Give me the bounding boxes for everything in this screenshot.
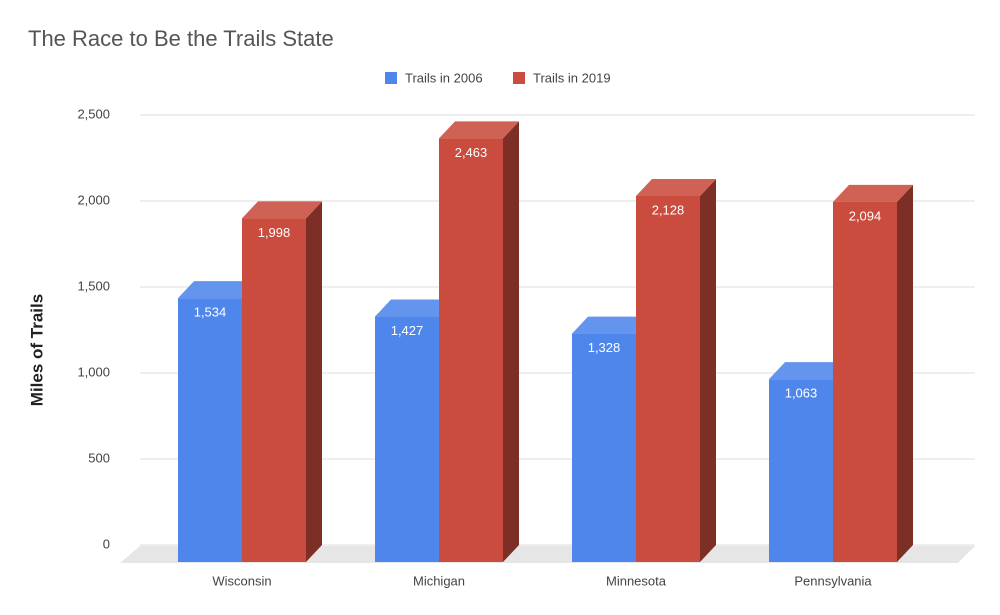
y-tick-label: 2,000 <box>77 192 110 207</box>
legend-swatch <box>513 72 525 84</box>
bar-side <box>700 178 716 562</box>
bar <box>572 333 636 562</box>
bar <box>833 201 897 562</box>
bar-top <box>636 178 716 196</box>
bar <box>178 298 242 562</box>
bar <box>242 218 306 562</box>
x-tick-label: Wisconsin <box>212 573 271 588</box>
bar <box>769 379 833 562</box>
chart-title: The Race to Be the Trails State <box>28 26 334 51</box>
bar <box>375 316 439 562</box>
bar-side <box>306 201 322 562</box>
bar-top <box>375 299 455 317</box>
data-label: 1,328 <box>588 340 621 355</box>
x-tick-label: Pennsylvania <box>794 573 872 588</box>
x-tick-label: Michigan <box>413 573 465 588</box>
data-label: 1,427 <box>391 323 424 338</box>
bar <box>439 138 503 562</box>
bar-side <box>503 121 519 562</box>
legend-label: Trails in 2019 <box>533 70 611 85</box>
bar-top <box>242 201 322 219</box>
bar-top <box>833 184 913 202</box>
bar-top <box>769 362 849 380</box>
legend-swatch <box>385 72 397 84</box>
y-tick-label: 0 <box>103 536 110 551</box>
data-label: 2,463 <box>455 145 488 160</box>
data-label: 2,128 <box>652 202 685 217</box>
bar-top <box>572 316 652 334</box>
bar <box>636 195 700 562</box>
data-label: 2,094 <box>849 208 882 223</box>
y-tick-label: 1,000 <box>77 364 110 379</box>
bar-top <box>178 281 258 299</box>
data-label: 1,534 <box>194 305 227 320</box>
data-label: 1,998 <box>258 225 291 240</box>
y-tick-label: 500 <box>88 450 110 465</box>
bar-side <box>897 184 913 562</box>
floor <box>120 546 975 563</box>
y-tick-label: 2,500 <box>77 106 110 121</box>
x-tick-label: Minnesota <box>606 573 667 588</box>
bar-top <box>439 121 519 139</box>
y-axis-label: Miles of Trails <box>27 294 46 406</box>
legend-label: Trails in 2006 <box>405 70 483 85</box>
y-tick-label: 1,500 <box>77 278 110 293</box>
data-label: 1,063 <box>785 386 818 401</box>
